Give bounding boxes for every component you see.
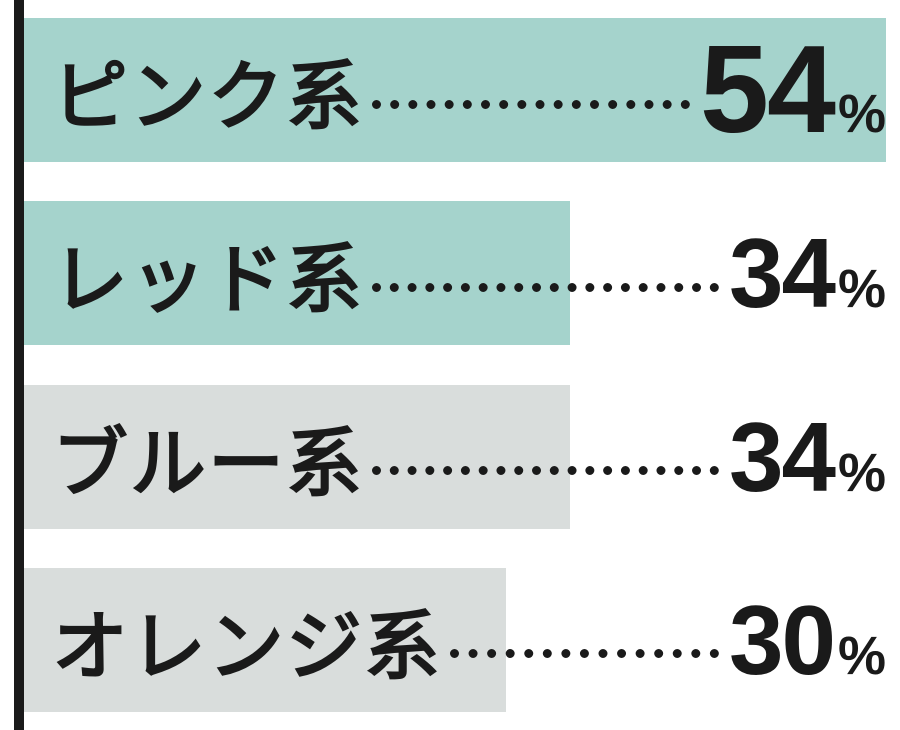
bar-value: 34 <box>729 408 834 506</box>
bar-label: オレンジ系 <box>52 585 442 695</box>
bar-value: 34 <box>729 224 834 322</box>
bar-value: 30 <box>729 591 834 689</box>
bar-row: ブルー系 34 % <box>24 385 900 529</box>
bar-overlay: レッド系 34 % <box>24 201 900 345</box>
bar-overlay: ピンク系 54 % <box>24 18 900 162</box>
color-preference-bar-chart: ピンク系 54 % レッド系 34 % ブルー系 <box>0 0 900 730</box>
percent-sign: % <box>838 87 886 141</box>
bar-label: ブルー系 <box>52 402 364 512</box>
bar-label: ピンク系 <box>52 35 364 145</box>
bar-value-wrap: 34 % <box>729 408 886 506</box>
bar-value-wrap: 54 % <box>700 28 886 152</box>
bar-container: ピンク系 54 % レッド系 34 % ブルー系 <box>24 18 900 712</box>
bar-row: ピンク系 54 % <box>24 18 900 162</box>
bar-value-wrap: 34 % <box>729 224 886 322</box>
percent-sign: % <box>838 629 886 683</box>
bar-row: レッド系 34 % <box>24 201 900 345</box>
leader-dots <box>372 283 719 292</box>
bar-row: オレンジ系 30 % <box>24 568 900 712</box>
bar-label: レッド系 <box>52 218 364 328</box>
percent-sign: % <box>838 262 886 316</box>
bar-value-wrap: 30 % <box>729 591 886 689</box>
leader-dots <box>372 100 690 109</box>
y-axis <box>14 0 24 730</box>
bar-overlay: ブルー系 34 % <box>24 385 900 529</box>
leader-dots <box>450 649 719 658</box>
percent-sign: % <box>838 446 886 500</box>
bar-overlay: オレンジ系 30 % <box>24 568 900 712</box>
leader-dots <box>372 466 719 475</box>
bar-value: 54 <box>700 28 834 152</box>
